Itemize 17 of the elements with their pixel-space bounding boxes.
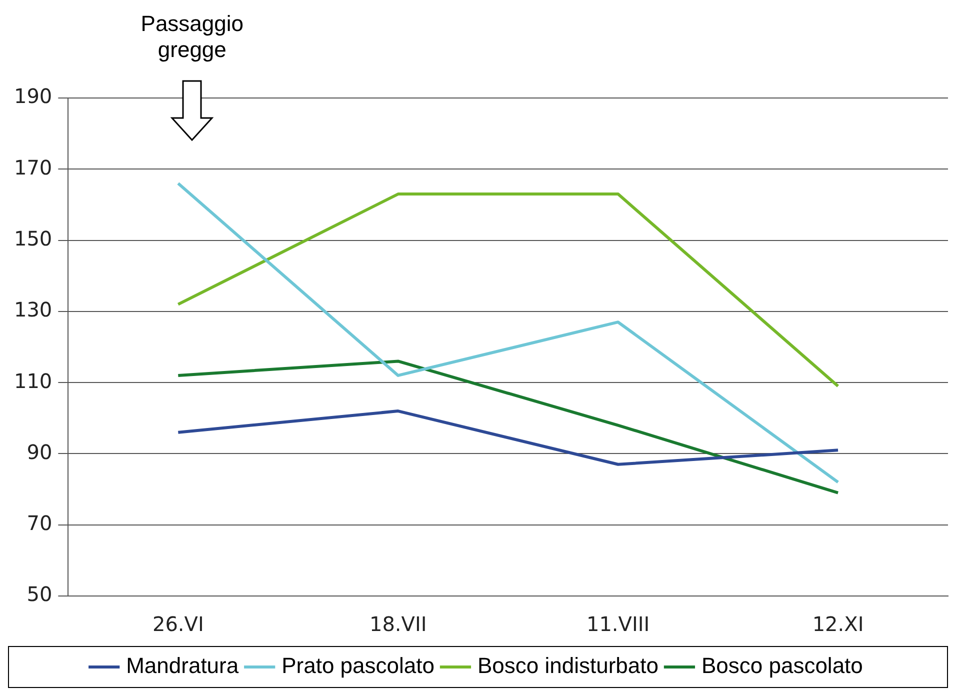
y-tick-label: 130 bbox=[14, 298, 52, 322]
y-tick-label: 90 bbox=[26, 440, 52, 464]
x-tick-label: 12.XI bbox=[812, 612, 864, 636]
y-tick-label: 150 bbox=[14, 226, 52, 250]
x-tick-label: 11.VIII bbox=[586, 612, 650, 636]
legend-label: Prato pascolato bbox=[282, 653, 434, 678]
y-tick-label: 70 bbox=[26, 511, 52, 536]
y-tick-label: 190 bbox=[14, 84, 52, 108]
legend-label: Bosco pascolato bbox=[701, 653, 863, 678]
x-tick-label: 18.VII bbox=[369, 612, 427, 636]
y-tick-label: 50 bbox=[26, 582, 52, 606]
x-tick-label: 26.VI bbox=[152, 612, 204, 636]
legend-label: Mandratura bbox=[126, 653, 240, 678]
text: Passaggio gregge bbox=[140, 11, 244, 62]
y-tick-label: 170 bbox=[14, 155, 52, 180]
y-tick-label: 110 bbox=[14, 368, 52, 393]
legend-label: Bosco indisturbato bbox=[477, 653, 658, 678]
